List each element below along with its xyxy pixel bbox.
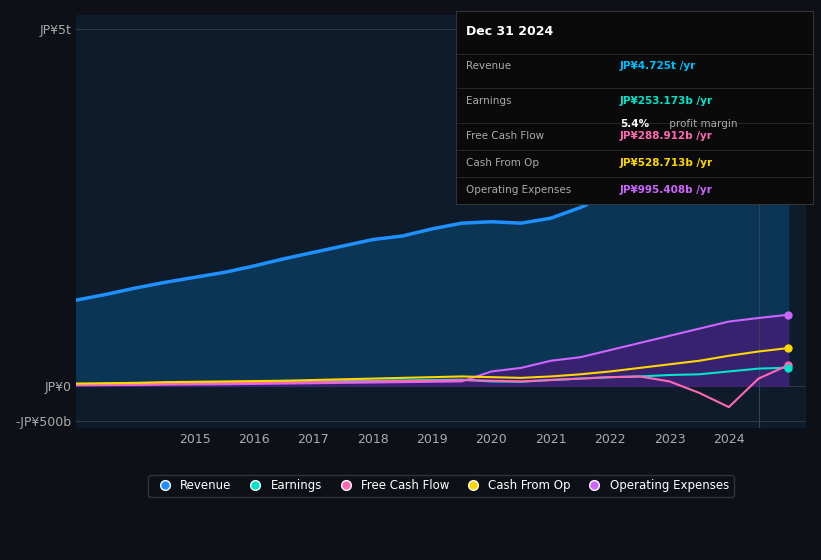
Text: profit margin: profit margin (667, 119, 738, 129)
Text: JP¥288.912b /yr: JP¥288.912b /yr (620, 131, 713, 141)
Text: Dec 31 2024: Dec 31 2024 (466, 25, 553, 38)
Text: Cash From Op: Cash From Op (466, 158, 539, 168)
Legend: Revenue, Earnings, Free Cash Flow, Cash From Op, Operating Expenses: Revenue, Earnings, Free Cash Flow, Cash … (149, 474, 734, 497)
Text: JP¥528.713b /yr: JP¥528.713b /yr (620, 158, 713, 168)
Text: JP¥4.725t /yr: JP¥4.725t /yr (620, 62, 696, 72)
Text: Operating Expenses: Operating Expenses (466, 185, 571, 195)
Text: JP¥995.408b /yr: JP¥995.408b /yr (620, 185, 713, 195)
Text: Free Cash Flow: Free Cash Flow (466, 131, 544, 141)
Text: JP¥253.173b /yr: JP¥253.173b /yr (620, 96, 713, 106)
Text: Earnings: Earnings (466, 96, 511, 106)
Text: Revenue: Revenue (466, 62, 511, 72)
Text: 5.4%: 5.4% (620, 119, 649, 129)
